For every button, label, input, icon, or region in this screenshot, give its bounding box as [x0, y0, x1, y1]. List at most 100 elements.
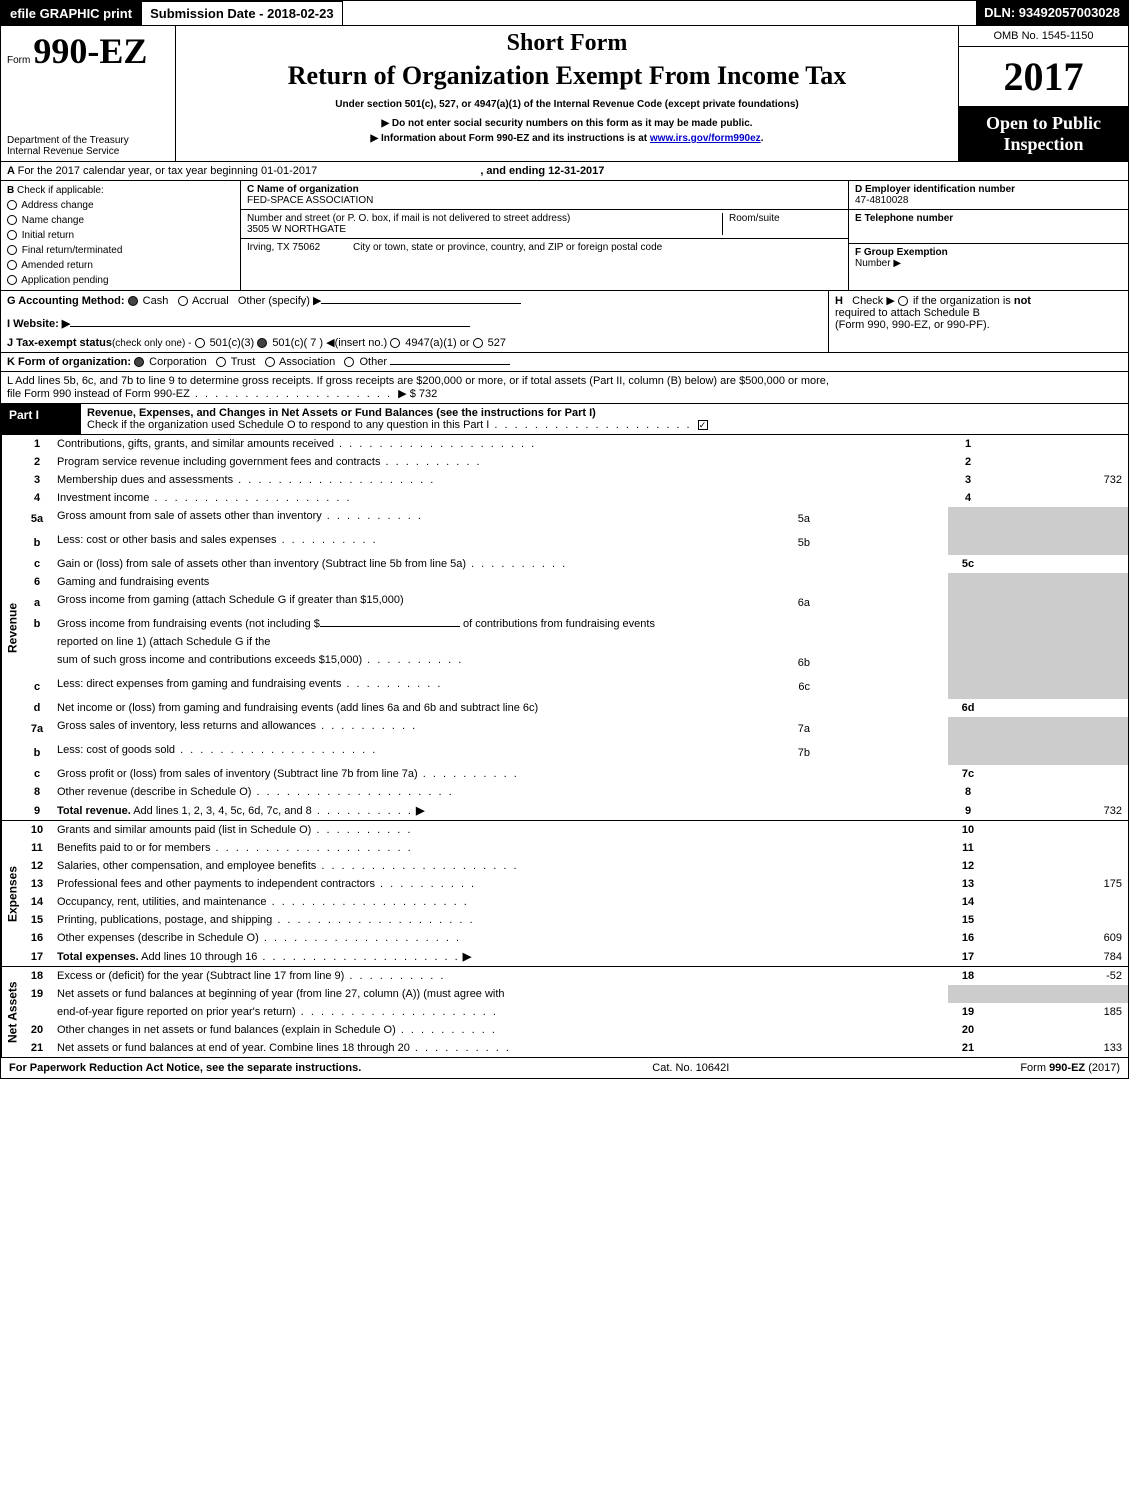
header-right: OMB No. 1545-1150 2017 Open to Public In…	[958, 26, 1128, 161]
side-label-revenue: Revenue	[1, 435, 23, 820]
dln-label: DLN: 93492057003028	[976, 1, 1128, 26]
header-mid: Short Form Return of Organization Exempt…	[176, 26, 958, 161]
line-2: 2Program service revenue including gover…	[23, 453, 1128, 471]
line-9: 9Total revenue. Add lines 1, 2, 3, 4, 5c…	[23, 801, 1128, 820]
radio-accrual[interactable]	[178, 296, 188, 306]
org-city: Irving, TX 75062	[247, 242, 320, 253]
line-14: 14Occupancy, rent, utilities, and mainte…	[23, 893, 1128, 911]
footer-catalog: Cat. No. 10642I	[652, 1062, 729, 1074]
header-left: Form 990-EZ Department of the Treasury I…	[1, 26, 176, 161]
footer-right: Form 990-EZ (2017)	[1020, 1062, 1120, 1074]
radio-trust[interactable]	[216, 357, 226, 367]
line-13: 13Professional fees and other payments t…	[23, 875, 1128, 893]
section-b: B Check if applicable: Address change Na…	[1, 181, 241, 290]
line-11: 11Benefits paid to or for members11	[23, 839, 1128, 857]
side-label-netassets: Net Assets	[1, 967, 23, 1057]
line-k: K Form of organization: Corporation Trus…	[1, 353, 1128, 372]
instr-1: ▶ Do not enter social security numbers o…	[184, 118, 950, 129]
side-label-expenses: Expenses	[1, 821, 23, 966]
line-6d: dNet income or (loss) from gaming and fu…	[23, 699, 1128, 717]
checkbox-final-return[interactable]	[7, 245, 17, 255]
form-title-2: Return of Organization Exempt From Incom…	[184, 61, 950, 91]
tax-year: 2017	[959, 47, 1128, 107]
line-19b: end-of-year figure reported on prior yea…	[23, 1003, 1128, 1021]
omb-number: OMB No. 1545-1150	[959, 26, 1128, 47]
page-footer: For Paperwork Reduction Act Notice, see …	[1, 1057, 1128, 1078]
revenue-section: Revenue 1Contributions, gifts, grants, a…	[1, 435, 1128, 820]
form-990ez-page: efile GRAPHIC print Submission Date - 20…	[0, 0, 1129, 1079]
checkbox-schedule-o[interactable]	[698, 420, 708, 430]
radio-527[interactable]	[473, 338, 483, 348]
line-3: 3Membership dues and assessments3732	[23, 471, 1128, 489]
radio-4947[interactable]	[390, 338, 400, 348]
line-4: 4Investment income4	[23, 489, 1128, 507]
checkbox-name-change[interactable]	[7, 215, 17, 225]
line-6b-3: sum of such gross income and contributio…	[23, 651, 1128, 675]
netassets-table: 18Excess or (deficit) for the year (Subt…	[23, 967, 1128, 1057]
radio-cash[interactable]	[128, 296, 138, 306]
line-12: 12Salaries, other compensation, and empl…	[23, 857, 1128, 875]
line-7a: 7aGross sales of inventory, less returns…	[23, 717, 1128, 741]
radio-corporation[interactable]	[134, 357, 144, 367]
department-text: Department of the Treasury Internal Reve…	[7, 135, 169, 157]
form-number: 990-EZ	[33, 37, 147, 70]
line-5c: cGain or (loss) from sale of assets othe…	[23, 555, 1128, 573]
efile-print-button[interactable]: efile GRAPHIC print	[1, 1, 141, 26]
line-6b-1: bGross income from fundraising events (n…	[23, 615, 1128, 633]
line-8: 8Other revenue (describe in Schedule O)8	[23, 783, 1128, 801]
room-suite: Room/suite	[722, 213, 842, 235]
submission-date: Submission Date - 2018-02-23	[141, 1, 343, 26]
org-name: FED-SPACE ASSOCIATION	[247, 195, 373, 206]
line-15: 15Printing, publications, postage, and s…	[23, 911, 1128, 929]
footer-left: For Paperwork Reduction Act Notice, see …	[9, 1062, 361, 1074]
topbar-spacer	[343, 1, 977, 26]
line-1: 1Contributions, gifts, grants, and simil…	[23, 435, 1128, 453]
checkbox-amended-return[interactable]	[7, 260, 17, 270]
line-6c: cLess: direct expenses from gaming and f…	[23, 675, 1128, 699]
form-header: Form 990-EZ Department of the Treasury I…	[1, 26, 1128, 162]
radio-association[interactable]	[265, 357, 275, 367]
revenue-table: 1Contributions, gifts, grants, and simil…	[23, 435, 1128, 820]
line-6b-2: reported on line 1) (attach Schedule G i…	[23, 633, 1128, 651]
line-5a: 5aGross amount from sale of assets other…	[23, 507, 1128, 531]
instr-2: ▶ Information about Form 990-EZ and its …	[184, 133, 950, 144]
form-prefix: Form	[7, 55, 30, 66]
open-to-public: Open to Public Inspection	[959, 107, 1128, 161]
radio-other[interactable]	[344, 357, 354, 367]
expenses-table: 10Grants and similar amounts paid (list …	[23, 821, 1128, 966]
line-a: A For the 2017 calendar year, or tax yea…	[1, 162, 1128, 181]
org-address: 3505 W NORTHGATE	[247, 224, 346, 235]
line-10: 10Grants and similar amounts paid (list …	[23, 821, 1128, 839]
expenses-section: Expenses 10Grants and similar amounts pa…	[1, 820, 1128, 966]
form-subhead: Under section 501(c), 527, or 4947(a)(1)…	[184, 99, 950, 110]
radio-501c[interactable]	[257, 338, 267, 348]
form-title-1: Short Form	[184, 30, 950, 57]
section-h: H Check ▶ if the organization is not req…	[828, 291, 1128, 352]
ein-value: 47-4810028	[855, 195, 908, 206]
line-7b: bLess: cost of goods sold7b	[23, 741, 1128, 765]
line-5b: bLess: cost or other basis and sales exp…	[23, 531, 1128, 555]
checkbox-address-change[interactable]	[7, 200, 17, 210]
section-abcdef: B Check if applicable: Address change Na…	[1, 181, 1128, 291]
line-6: 6Gaming and fundraising events	[23, 573, 1128, 591]
line-18: 18Excess or (deficit) for the year (Subt…	[23, 967, 1128, 985]
top-bar: efile GRAPHIC print Submission Date - 20…	[1, 1, 1128, 26]
line-6a: aGross income from gaming (attach Schedu…	[23, 591, 1128, 615]
checkbox-h[interactable]	[898, 296, 908, 306]
line-l: L Add lines 5b, 6c, and 7b to line 9 to …	[1, 372, 1128, 404]
section-c: C Name of organization FED-SPACE ASSOCIA…	[241, 181, 848, 290]
instructions-link[interactable]: www.irs.gov/form990ez	[650, 133, 761, 144]
line-20: 20Other changes in net assets or fund ba…	[23, 1021, 1128, 1039]
part1-header: Part I Revenue, Expenses, and Changes in…	[1, 404, 1128, 435]
line-16: 16Other expenses (describe in Schedule O…	[23, 929, 1128, 947]
line-17: 17Total expenses. Add lines 10 through 1…	[23, 947, 1128, 966]
netassets-section: Net Assets 18Excess or (deficit) for the…	[1, 966, 1128, 1057]
section-def: D Employer identification number 47-4810…	[848, 181, 1128, 290]
checkbox-initial-return[interactable]	[7, 230, 17, 240]
line-21: 21Net assets or fund balances at end of …	[23, 1039, 1128, 1057]
line-19a: 19Net assets or fund balances at beginni…	[23, 985, 1128, 1003]
checkbox-application-pending[interactable]	[7, 275, 17, 285]
radio-501c3[interactable]	[195, 338, 205, 348]
section-ghij: G Accounting Method: Cash Accrual Other …	[1, 291, 1128, 353]
line-7c: cGross profit or (loss) from sales of in…	[23, 765, 1128, 783]
